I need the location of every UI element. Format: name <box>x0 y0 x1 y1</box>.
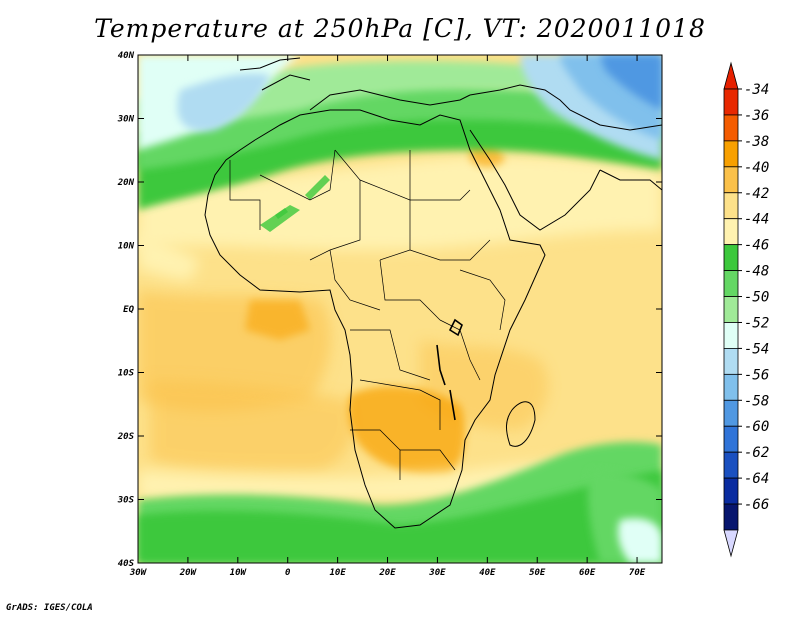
map-title: Temperature at 250hPa [C], VT: 202001101… <box>94 14 706 43</box>
colorbar-segment <box>723 218 739 246</box>
country-borders <box>229 149 506 480</box>
colorbar-segment <box>723 270 739 297</box>
colorbar-label: -44 <box>744 212 769 228</box>
axis-ticks <box>137 54 662 564</box>
colorbar-label: -34 <box>744 82 769 98</box>
colorbar <box>723 61 742 558</box>
temperature-field <box>138 55 662 563</box>
colorbar-segment <box>723 244 739 271</box>
colorbar-segment <box>723 166 739 194</box>
lon-label: 40E <box>479 568 496 578</box>
lat-label: 10N <box>118 242 135 252</box>
colorbar-label: -46 <box>744 238 769 254</box>
lon-label: 10W <box>230 568 248 578</box>
colorbar-label: -50 <box>744 290 769 306</box>
colorbar-segment <box>723 348 739 375</box>
colorbar-label: -38 <box>744 134 769 150</box>
colorbar-segment <box>723 192 739 220</box>
colorbar-label: -58 <box>744 393 769 409</box>
colorbar-labels: -34 -36 -38 -40 -42 -44 -46 -48 -50 -52 -54 -56 -58 -… <box>744 82 769 513</box>
colorbar-segment <box>723 399 739 427</box>
colorbar-segment <box>723 88 739 116</box>
lakes <box>436 318 463 421</box>
colorbar-label: -62 <box>744 445 769 461</box>
lat-label: 20S <box>117 432 135 442</box>
latitude-labels: 40N 30N 20N 10N EQ 10S 20S 30S 40S <box>117 51 135 569</box>
colorbar-segment <box>723 114 739 142</box>
colorbar-label: -36 <box>744 108 769 124</box>
colorbar-label: -52 <box>744 315 769 331</box>
colorbar-segment <box>723 322 739 349</box>
lat-label: 40N <box>118 51 135 61</box>
lat-label: EQ <box>123 305 134 315</box>
lon-label: 70E <box>629 568 646 578</box>
lat-label: 30N <box>117 115 135 125</box>
colorbar-label: -56 <box>744 367 769 383</box>
colorbar-segment <box>723 373 739 401</box>
colorbar-segment <box>723 503 739 531</box>
lon-label: 50E <box>529 568 546 578</box>
colorbar-segment <box>723 296 739 323</box>
lon-label: 20E <box>378 568 396 578</box>
lon-label: 0 <box>285 568 291 578</box>
colorbar-bottom-arrow <box>723 529 739 558</box>
coastlines <box>204 57 662 529</box>
colorbar-label: -66 <box>744 497 769 513</box>
colorbar-label: -48 <box>744 264 769 280</box>
lon-label: 20W <box>179 568 198 578</box>
colorbar-segment <box>723 140 739 168</box>
colorbar-label: -54 <box>744 341 769 357</box>
lat-label: 10S <box>118 369 135 379</box>
colorbar-segment <box>723 451 739 479</box>
colorbar-segment <box>723 477 739 505</box>
lat-label: 40S <box>118 559 135 569</box>
lon-label: 10E <box>329 568 346 578</box>
colorbar-label: -42 <box>744 186 769 202</box>
credit-text: GrADS: IGES/COLA <box>6 603 93 613</box>
colorbar-segment <box>723 425 739 453</box>
colorbar-label: -60 <box>744 419 769 435</box>
lat-label: 30S <box>117 496 135 506</box>
colorbar-label: -40 <box>744 160 769 176</box>
longitude-labels: 30W 20W 10W 0 10E 20E 30E 40E 50E 60E 70E <box>129 568 646 578</box>
lon-label: 30E <box>428 568 446 578</box>
lat-label: 20N <box>117 178 135 188</box>
lon-label: 30W <box>129 568 148 578</box>
colorbar-label: -64 <box>744 471 769 487</box>
colorbar-top-arrow <box>723 61 739 90</box>
lon-label: 60E <box>579 568 596 578</box>
